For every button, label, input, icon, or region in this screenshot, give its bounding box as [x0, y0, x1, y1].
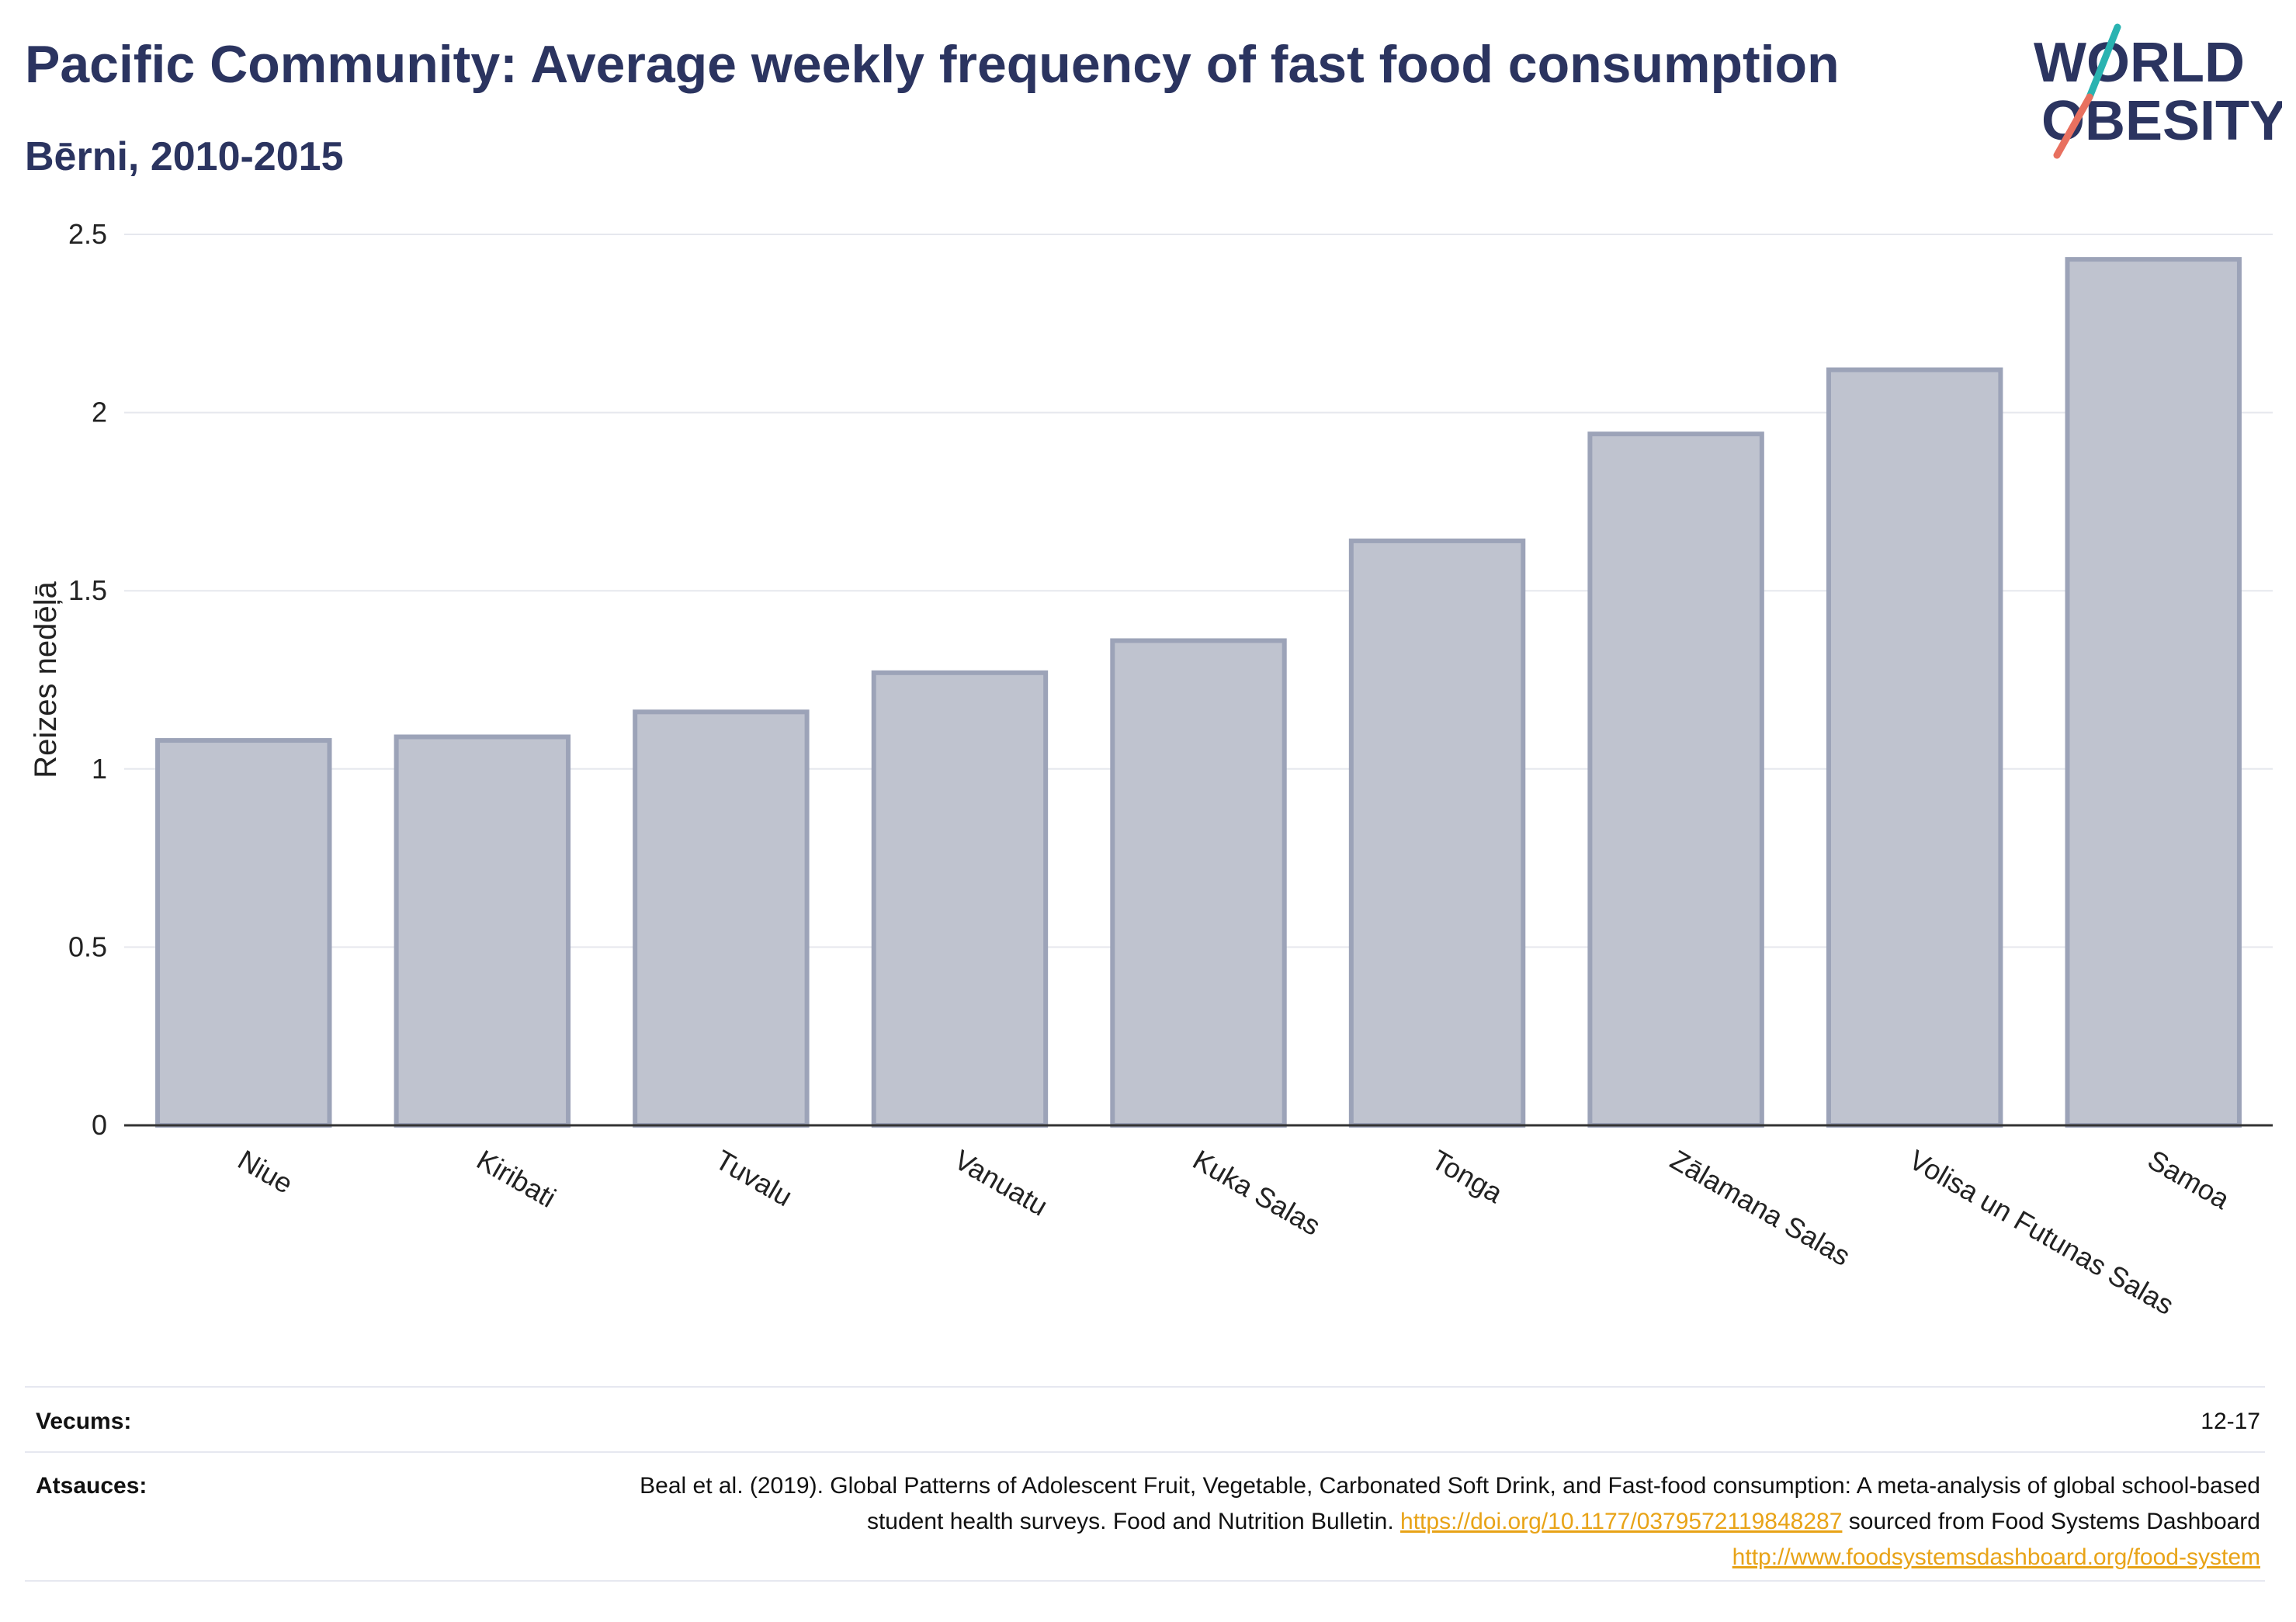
source-link-doi[interactable]: https://doi.org/10.1177/0379572119848287: [1400, 1509, 1843, 1534]
footer-divider-top: [25, 1386, 2265, 1388]
source-link-dashboard[interactable]: http://www.foodsystemsdashboard.org/food…: [1732, 1544, 2260, 1570]
source-text-1: Beal et al. (2019). Global Patterns of A…: [640, 1473, 2260, 1534]
x-tick-label: Kuka Salas: [1188, 1143, 1326, 1242]
y-tick-label: 2: [92, 397, 107, 428]
bar[interactable]: [871, 670, 1049, 1128]
y-tick-label: 2.5: [68, 218, 107, 250]
bar[interactable]: [155, 738, 332, 1128]
x-tick-label: Kiribati: [471, 1143, 561, 1214]
chart-subtitle: Bērni, 2010-2015: [25, 134, 344, 179]
y-tick-label: 0: [92, 1109, 107, 1141]
logo-slash-bottom: [2053, 93, 2093, 159]
x-tick-label: Tonga: [1427, 1143, 1509, 1209]
footer-divider-middle: [25, 1451, 2265, 1453]
age-value: 12-17: [2201, 1409, 2260, 1434]
x-tick-label: Vanuatu: [949, 1143, 1053, 1222]
bar-chart: 0 0.5 1 1.5 2 2.5 Niue Kiribati Tuvalu Vanuatu Ku…: [29, 218, 2273, 1321]
x-tick-label: Tuvalu: [710, 1143, 798, 1212]
bar[interactable]: [633, 709, 810, 1128]
chart-title: Pacific Community: Average weekly freque…: [25, 35, 1840, 94]
bar[interactable]: [394, 734, 571, 1128]
x-tick-labels: Niue Kiribati Tuvalu Vanuatu Kuka Salas Tonga…: [233, 1143, 2236, 1321]
y-tick-labels: 0 0.5 1 1.5 2 2.5: [68, 218, 107, 1141]
bar[interactable]: [2065, 257, 2242, 1128]
bar[interactable]: [1826, 367, 2003, 1128]
logo-slash-top: [2086, 23, 2121, 101]
y-tick-label: 0.5: [68, 931, 107, 962]
world-obesity-logo: WORLD OBESITY: [2034, 23, 2282, 159]
age-label: Vecums:: [36, 1409, 132, 1434]
y-tick-label: 1.5: [68, 574, 107, 606]
bar[interactable]: [1348, 538, 1526, 1128]
bar[interactable]: [1110, 638, 1287, 1128]
y-tick-label: 1: [92, 753, 107, 785]
x-tick-label: Zālamana Salas: [1665, 1143, 1856, 1272]
x-tick-label: Volisa un Futunas Salas: [1904, 1143, 2180, 1321]
bars: [155, 257, 2242, 1128]
logo-word-world: WORLD: [2034, 32, 2245, 94]
bar[interactable]: [1587, 431, 1764, 1128]
source-text-2: sourced from Food Systems Dashboard: [1842, 1509, 2260, 1534]
footer-divider-bottom: [25, 1580, 2265, 1582]
logo-word-obesity: OBESITY: [2041, 90, 2282, 152]
sources-text: Beal et al. (2019). Global Patterns of A…: [591, 1468, 2260, 1575]
y-axis-label: Reizes nedēļā: [29, 581, 63, 778]
x-tick-label: Samoa: [2142, 1143, 2235, 1215]
sources-label: Atsauces:: [36, 1473, 147, 1499]
x-tick-label: Niue: [233, 1143, 299, 1200]
